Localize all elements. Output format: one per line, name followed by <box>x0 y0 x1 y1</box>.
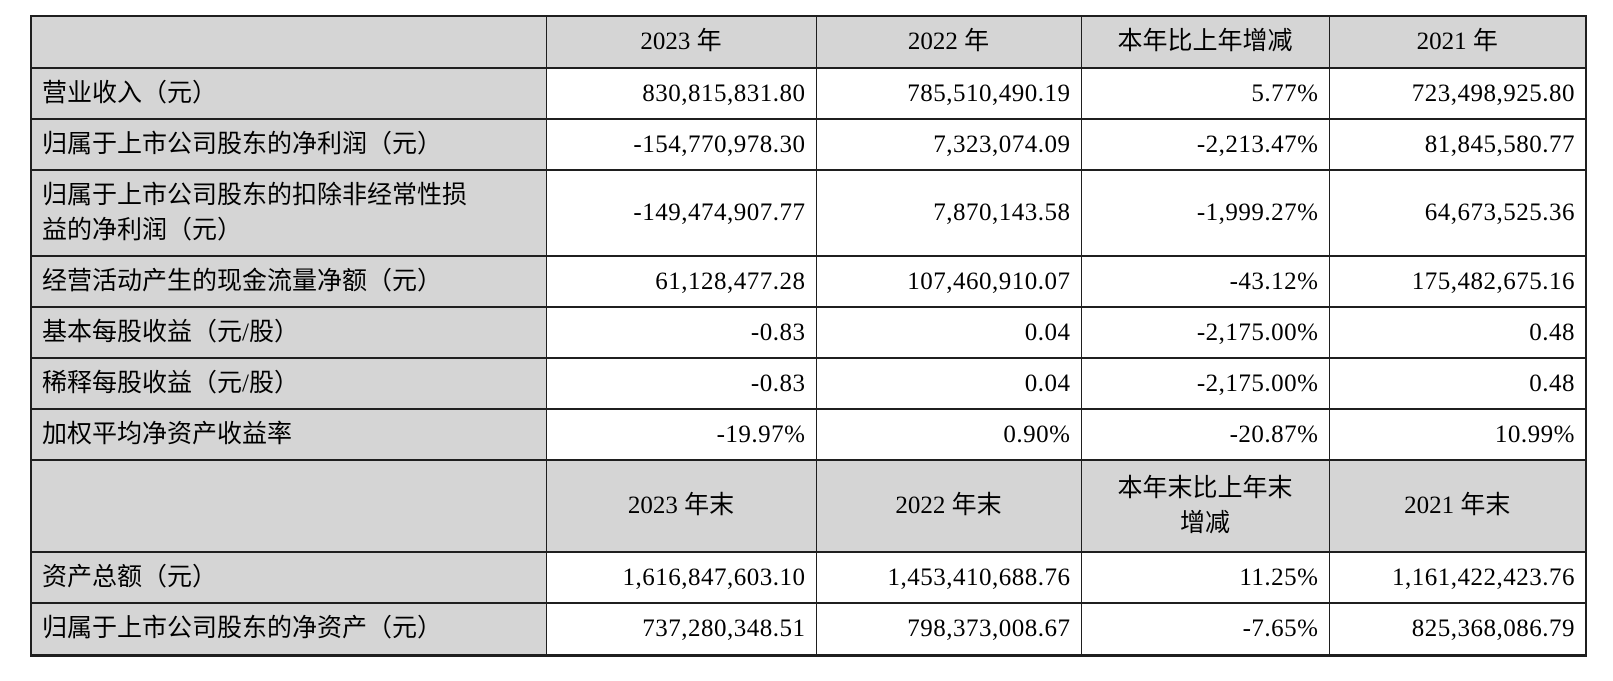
value-cell-2023: 830,815,831.80 <box>545 67 817 120</box>
row-label-cell: 归属于上市公司股东的扣除非经常性损 益的净利润（元） <box>30 169 547 257</box>
financial-summary-table: 2023 年 2022 年 本年比上年增减 2021 年 营业收入（元） 830… <box>30 15 1587 657</box>
value-cell-2022: 107,460,910.07 <box>815 255 1082 308</box>
header-cell-year-end-change: 本年末比上年末 增减 <box>1080 459 1330 553</box>
value-cell-2023: -0.83 <box>545 306 817 359</box>
value-cell-2022: 1,453,410,688.76 <box>815 551 1082 604</box>
value-cell-2023: -0.83 <box>545 357 817 410</box>
header-cell-yoy-change: 本年比上年增减 <box>1080 15 1330 69</box>
header-corner-cell <box>30 15 547 69</box>
value-cell-change: -43.12% <box>1080 255 1330 308</box>
header-cell-2023-year-end: 2023 年末 <box>545 459 817 553</box>
value-cell-change: 5.77% <box>1080 67 1330 120</box>
value-cell-2021: 81,845,580.77 <box>1328 118 1587 171</box>
value-cell-2021: 10.99% <box>1328 408 1587 461</box>
row-label-cell: 资产总额（元） <box>30 551 547 604</box>
row-label-cell: 经营活动产生的现金流量净额（元） <box>30 255 547 308</box>
value-cell-2021: 825,368,086.79 <box>1328 602 1587 657</box>
table-row-revenue: 营业收入（元） 830,815,831.80 785,510,490.19 5.… <box>30 67 1587 120</box>
value-cell-change: -20.87% <box>1080 408 1330 461</box>
value-cell-change: -2,213.47% <box>1080 118 1330 171</box>
table-row-operating-cash-flow: 经营活动产生的现金流量净额（元） 61,128,477.28 107,460,9… <box>30 255 1587 308</box>
value-cell-change: -1,999.27% <box>1080 169 1330 257</box>
value-cell-2023: -19.97% <box>545 408 817 461</box>
value-cell-2021: 0.48 <box>1328 306 1587 359</box>
value-cell-2021: 723,498,925.80 <box>1328 67 1587 120</box>
row-label-cell: 基本每股收益（元/股） <box>30 306 547 359</box>
value-cell-2021: 0.48 <box>1328 357 1587 410</box>
financial-summary-section: 2023 年 2022 年 本年比上年增减 2021 年 营业收入（元） 830… <box>30 15 1587 657</box>
value-cell-2023: -154,770,978.30 <box>545 118 817 171</box>
header-cell-2022-year-end: 2022 年末 <box>815 459 1082 553</box>
value-cell-change: -7.65% <box>1080 602 1330 657</box>
header-corner-cell <box>30 459 547 553</box>
value-cell-2023: -149,474,907.77 <box>545 169 817 257</box>
header-cell-2022: 2022 年 <box>815 15 1082 69</box>
table-row-diluted-eps: 稀释每股收益（元/股） -0.83 0.04 -2,175.00% 0.48 <box>30 357 1587 410</box>
table-row-net-profit-excl-nonrecurring: 归属于上市公司股东的扣除非经常性损 益的净利润（元） -149,474,907.… <box>30 169 1587 257</box>
table-header-row-annual: 2023 年 2022 年 本年比上年增减 2021 年 <box>30 15 1587 69</box>
value-cell-change: -2,175.00% <box>1080 306 1330 359</box>
value-cell-change: 11.25% <box>1080 551 1330 604</box>
value-cell-2021: 64,673,525.36 <box>1328 169 1587 257</box>
table-row-total-assets: 资产总额（元） 1,616,847,603.10 1,453,410,688.7… <box>30 551 1587 604</box>
header-cell-2023: 2023 年 <box>545 15 817 69</box>
header-cell-2021-year-end: 2021 年末 <box>1328 459 1587 553</box>
value-cell-2022: 7,323,074.09 <box>815 118 1082 171</box>
row-label-cell: 稀释每股收益（元/股） <box>30 357 547 410</box>
value-cell-2022: 785,510,490.19 <box>815 67 1082 120</box>
row-label-cell: 归属于上市公司股东的净资产（元） <box>30 602 547 657</box>
row-label-cell: 归属于上市公司股东的净利润（元） <box>30 118 547 171</box>
value-cell-2022: 7,870,143.58 <box>815 169 1082 257</box>
value-cell-2023: 61,128,477.28 <box>545 255 817 308</box>
row-label-cell: 加权平均净资产收益率 <box>30 408 547 461</box>
value-cell-2023: 1,616,847,603.10 <box>545 551 817 604</box>
value-cell-2021: 175,482,675.16 <box>1328 255 1587 308</box>
table-row-weighted-avg-roe: 加权平均净资产收益率 -19.97% 0.90% -20.87% 10.99% <box>30 408 1587 461</box>
value-cell-2022: 0.04 <box>815 357 1082 410</box>
row-label-cell: 营业收入（元） <box>30 67 547 120</box>
value-cell-2022: 0.90% <box>815 408 1082 461</box>
table-row-basic-eps: 基本每股收益（元/股） -0.83 0.04 -2,175.00% 0.48 <box>30 306 1587 359</box>
table-row-net-assets: 归属于上市公司股东的净资产（元） 737,280,348.51 798,373,… <box>30 602 1587 657</box>
value-cell-2021: 1,161,422,423.76 <box>1328 551 1587 604</box>
table-row-net-profit: 归属于上市公司股东的净利润（元） -154,770,978.30 7,323,0… <box>30 118 1587 171</box>
value-cell-2023: 737,280,348.51 <box>545 602 817 657</box>
value-cell-change: -2,175.00% <box>1080 357 1330 410</box>
value-cell-2022: 0.04 <box>815 306 1082 359</box>
value-cell-2022: 798,373,008.67 <box>815 602 1082 657</box>
table-header-row-year-end: 2023 年末 2022 年末 本年末比上年末 增减 2021 年末 <box>30 459 1587 553</box>
header-cell-2021: 2021 年 <box>1328 15 1587 69</box>
